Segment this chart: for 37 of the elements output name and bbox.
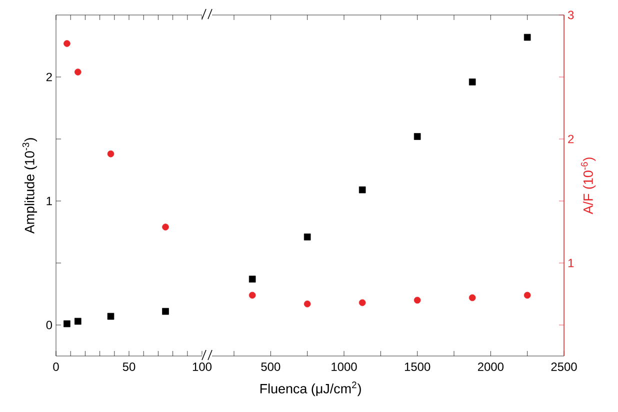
point xyxy=(468,294,476,302)
point xyxy=(74,68,82,76)
point xyxy=(248,276,256,283)
x-tick-label: 2500 xyxy=(551,362,577,371)
x-tick-label: 100 xyxy=(192,362,212,371)
y2-tick-label: 2 xyxy=(568,134,574,144)
point xyxy=(468,78,476,86)
x-tick-label: 2000 xyxy=(478,362,504,371)
y2-tick-label: 3 xyxy=(568,10,574,20)
x-tick-label: 1500 xyxy=(404,362,430,371)
x-tick-label: 1000 xyxy=(332,362,357,371)
y2-tick-label: 1 xyxy=(568,258,574,268)
x-tick-label: 0 xyxy=(53,362,59,371)
point xyxy=(304,234,311,240)
x-axis-title: Fluenca (μJ/cm$^{2}$) xyxy=(260,382,361,396)
point xyxy=(414,133,421,140)
y-tick-label: 0 xyxy=(46,320,52,330)
x-tick-label: 500 xyxy=(261,362,280,371)
y2-axis-title: A/F (10$^{-6}$) xyxy=(581,158,596,214)
point xyxy=(248,292,256,299)
point xyxy=(524,292,531,299)
y-tick-label: 1 xyxy=(46,196,52,206)
point xyxy=(304,300,311,308)
point xyxy=(107,150,114,158)
point xyxy=(74,318,82,325)
point xyxy=(64,40,70,47)
point xyxy=(358,186,366,194)
point xyxy=(162,224,169,230)
point xyxy=(524,34,531,41)
point xyxy=(358,299,366,306)
point xyxy=(64,320,70,328)
y-axis-title: Amplitude (10$^{-3}$) xyxy=(22,138,37,234)
point xyxy=(162,308,169,315)
point xyxy=(414,296,421,304)
x-tick-label: 50 xyxy=(122,362,136,371)
y-tick-label: 2 xyxy=(46,72,52,82)
point xyxy=(107,312,114,320)
